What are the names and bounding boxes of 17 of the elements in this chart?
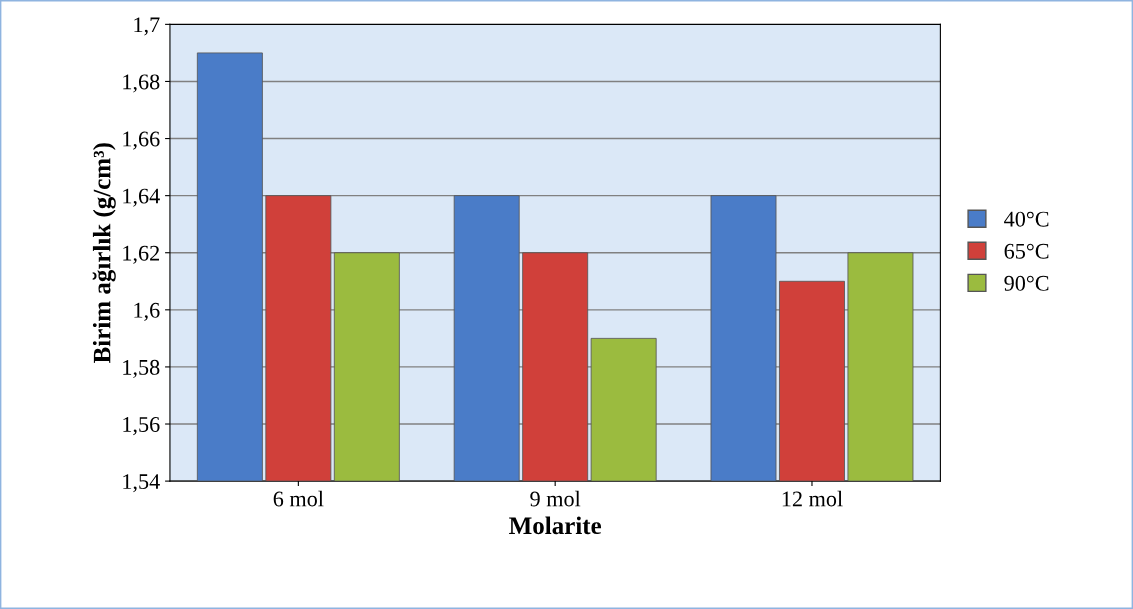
x-axis-title: Molarite (509, 516, 602, 535)
legend-label: 65°C (1004, 243, 1049, 259)
x-tick-label: 12 mol (782, 490, 843, 507)
y-tick-label: 1,6 (134, 302, 160, 321)
y-tick-label: 1,56 (123, 417, 160, 436)
y-tick-label: 1,54 (123, 474, 160, 493)
y-tick-label: 1,62 (123, 245, 159, 264)
y-tick-label: 1,58 (123, 359, 160, 379)
legend-label: 90°C (1004, 275, 1049, 291)
y-tick-label: 1,7 (134, 17, 160, 36)
legend-label: 40°C (1004, 211, 1049, 227)
y-tick-label: 1,68 (123, 74, 160, 93)
x-tick-label: 9 mol (530, 490, 581, 507)
y-tick-label: 1,66 (123, 131, 160, 150)
y-tick-label: 1,64 (123, 188, 160, 207)
x-tick-label: 6 mol (273, 490, 324, 507)
y-axis-title: Birim ağırlık (g/cm³) (92, 143, 116, 363)
